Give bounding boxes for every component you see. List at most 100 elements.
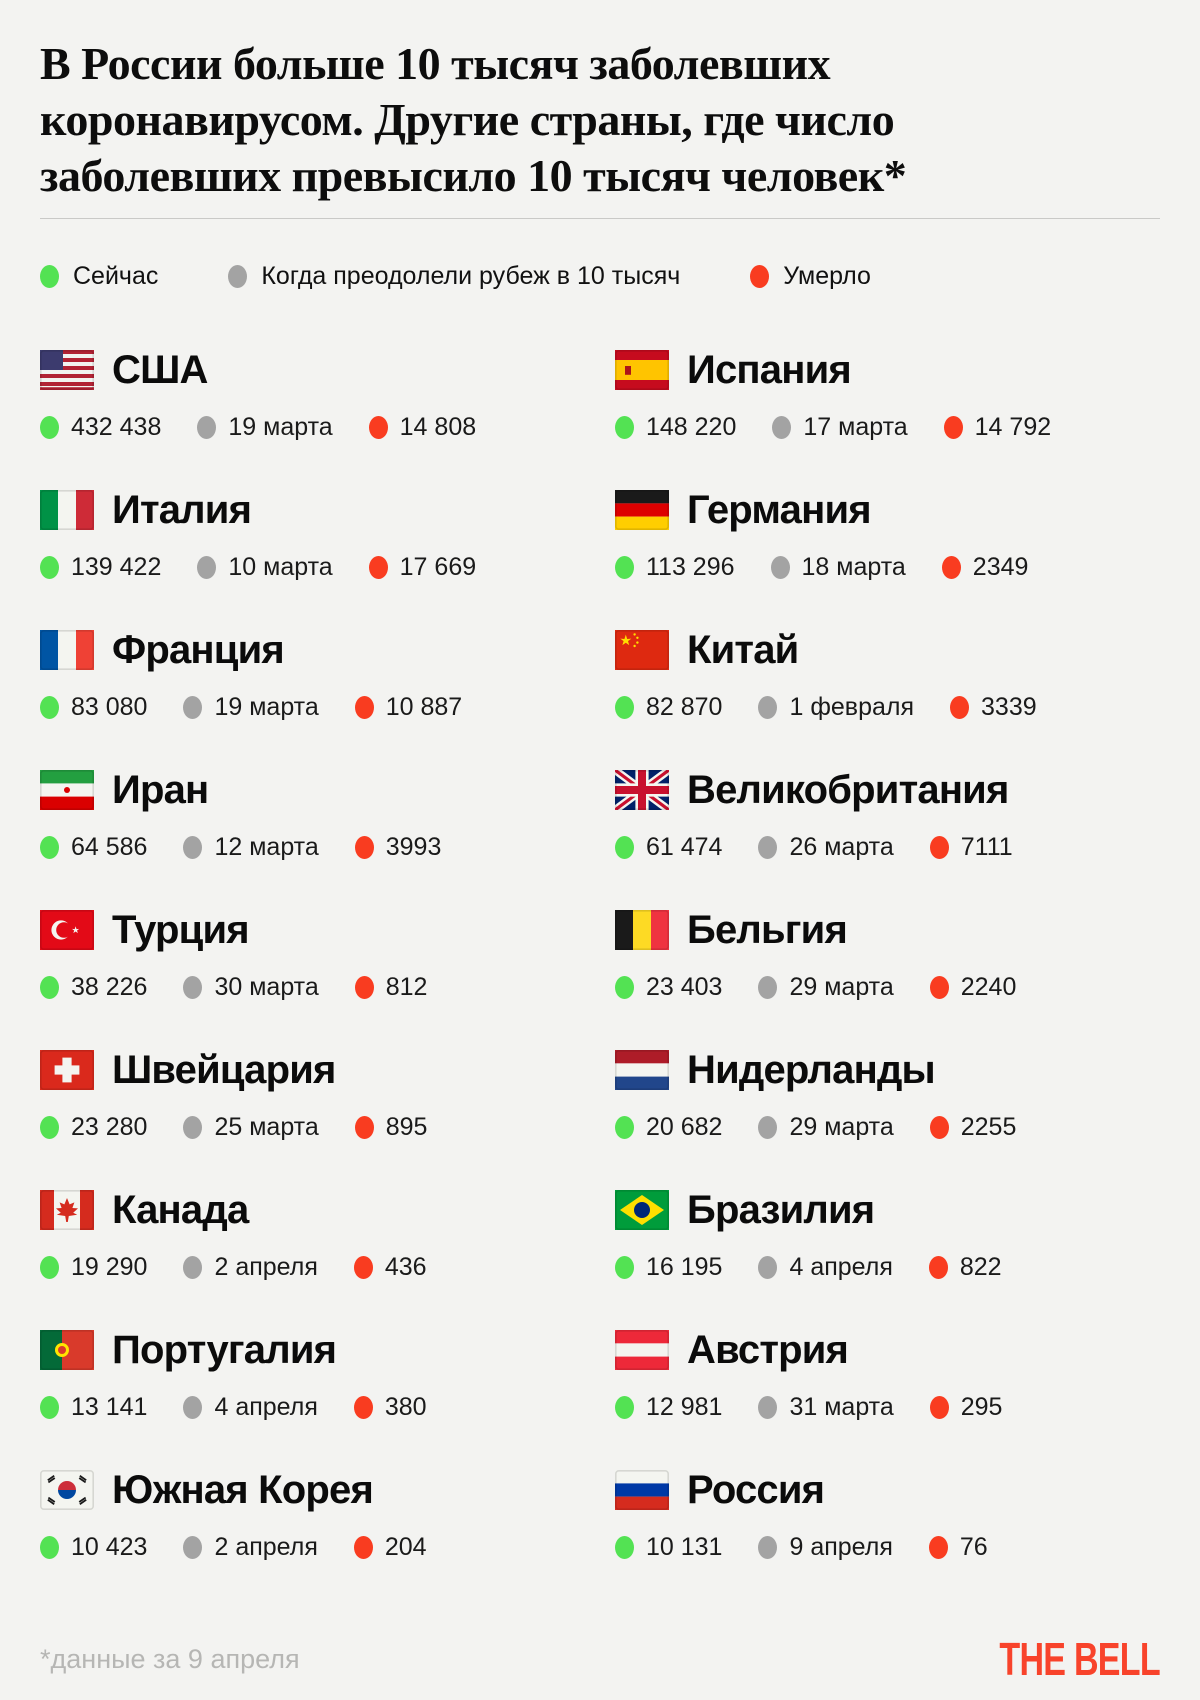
threshold-dot-icon [758,695,778,719]
country-stats: 38 226 30 марта 812 [40,972,615,1002]
stat-threshold-date: 10 марта [197,553,333,582]
stat-deaths-value: 822 [959,1252,1002,1281]
stat-current: 113 296 [615,553,735,582]
deaths-dot-icon [354,975,374,999]
current-dot-icon [615,835,634,859]
country-name: Италия [112,487,252,532]
country-header: Турция [40,908,615,952]
country-block: Франция 83 080 19 марта 10 887 [40,628,615,722]
stat-current-value: 113 296 [646,552,735,581]
stat-threshold-date: 29 марта [758,972,894,1002]
deaths-dot-icon [929,1115,949,1139]
flag-tr-icon [40,910,94,950]
deaths-dot-icon [354,695,374,719]
stat-deaths-value: 2349 [972,552,1029,581]
stat-deaths-value: 895 [385,1112,428,1141]
country-block: Австрия 12 981 31 марта 295 [615,1328,1160,1422]
country-header: Нидерланды [615,1048,1160,1092]
country-block: Германия 113 296 18 марта 2349 [615,488,1160,582]
current-dot-icon [615,1115,634,1139]
deaths-dot-icon [928,1255,948,1279]
deaths-dot-icon [750,264,770,288]
stat-current-value: 38 226 [71,972,148,1001]
legend-item-current: Сейчас [40,262,158,291]
flag-it-icon [40,490,94,530]
legend: Сейчас Когда преодолели рубеж в 10 тысяч У… [40,261,1160,291]
stat-threshold-date-value: 17 марта [803,412,908,441]
country-header: Китай [615,628,1160,672]
country-name: Иран [112,767,209,812]
country-name: Бельгия [687,907,848,952]
threshold-dot-icon [758,1395,778,1419]
stat-current-value: 13 141 [71,1392,148,1421]
flag-br-icon [615,1190,669,1230]
current-dot-icon [40,415,59,439]
stat-deaths: 380 [353,1392,427,1422]
stat-current-value: 10 131 [646,1532,723,1561]
current-dot-icon [40,1395,59,1419]
current-dot-icon [40,264,59,288]
country-name: США [112,347,208,392]
current-dot-icon [40,1535,59,1559]
stat-deaths-value: 14 792 [974,412,1052,441]
country-name: Южная Корея [112,1467,374,1512]
threshold-dot-icon [183,1115,203,1139]
stat-current: 19 290 [40,1253,147,1282]
legend-item-deaths: Умерло [750,262,871,291]
current-dot-icon [615,555,634,579]
deaths-dot-icon [929,835,949,859]
stat-deaths-value: 204 [384,1532,427,1561]
stat-threshold-date-value: 29 марта [789,972,894,1001]
country-name: Франция [112,627,285,672]
deaths-dot-icon [929,1395,949,1419]
stat-current-value: 12 981 [646,1392,723,1421]
country-name: Португалия [112,1327,337,1372]
country-header: Германия [615,488,1160,532]
stat-threshold-date: 2 апреля [183,1533,318,1562]
threshold-dot-icon [772,415,792,439]
deaths-dot-icon [929,975,949,999]
country-block: Россия 10 131 9 апреля 76 [615,1468,1160,1562]
stat-deaths: 2255 [929,1112,1017,1142]
title-line: коронавирусом. Другие страны, где число [40,94,895,145]
stat-current: 23 280 [40,1113,147,1142]
stat-threshold-date: 1 февраля [758,693,914,722]
stat-threshold-date-value: 30 марта [214,972,319,1001]
stat-threshold-date: 12 марта [183,833,319,862]
threshold-dot-icon [197,415,217,439]
stat-threshold-date: 2 апреля [183,1253,318,1282]
country-name: Китай [687,627,799,672]
flag-pt-icon [40,1330,94,1370]
footer: *данные за 9 апреля THE BELL [40,1632,1161,1686]
stat-deaths: 2240 [929,973,1016,1002]
current-dot-icon [615,975,634,999]
country-block: Швейцария 23 280 25 марта 895 [40,1048,615,1142]
stat-deaths: 14 808 [368,413,476,442]
stat-current: 12 981 [615,1393,722,1422]
stat-deaths-value: 380 [384,1392,427,1421]
country-stats: 19 290 2 апреля 436 [40,1252,615,1282]
countries-grid: США 432 438 19 марта 14 808 Испания 148 220 17… [40,348,1160,1562]
stat-threshold-date: 26 марта [758,833,894,862]
flag-ca-icon [40,1190,94,1230]
stat-current-value: 10 423 [71,1532,148,1561]
stat-current: 82 870 [615,693,722,722]
stat-threshold-date-value: 19 марта [228,412,333,441]
stat-deaths-value: 3339 [981,692,1037,721]
country-stats: 64 586 12 марта 3993 [40,832,615,862]
stat-current: 13 141 [40,1393,147,1422]
country-block: Канада 19 290 2 апреля 436 [40,1188,615,1282]
threshold-dot-icon [758,1115,778,1139]
stat-deaths-value: 2255 [960,1112,1017,1141]
deaths-dot-icon [354,1115,374,1139]
country-block: Турция 38 226 30 марта 812 [40,908,615,1002]
country-stats: 23 403 29 марта 2240 [615,972,1160,1002]
stat-deaths: 2349 [941,552,1029,582]
country-block: Китай 82 870 1 февраля 3339 [615,628,1160,722]
country-block: США 432 438 19 марта 14 808 [40,348,615,442]
country-block: Италия 139 422 10 марта 17 669 [40,488,615,582]
country-header: Испания [615,348,1160,392]
title-line: В России больше 10 тысяч заболевших [40,38,831,89]
stat-current: 64 586 [40,833,147,862]
deaths-dot-icon [353,1395,373,1419]
